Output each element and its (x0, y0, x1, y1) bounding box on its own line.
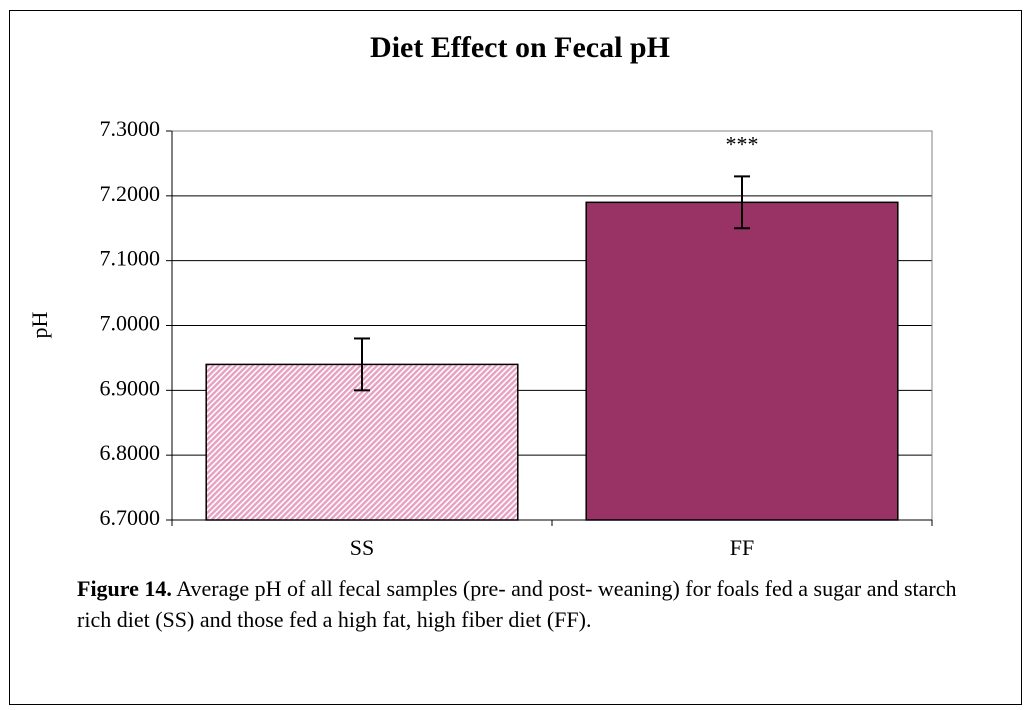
chart-title: Diet Effect on Fecal pH (370, 31, 670, 64)
y-tick-label: 7.3000 (100, 116, 161, 141)
x-tick-label: SS (350, 535, 374, 560)
x-tick-label: FF (730, 535, 754, 560)
y-tick-label: 6.7000 (100, 505, 161, 530)
bar (585, 201, 899, 521)
y-tick-label: 7.1000 (100, 246, 161, 271)
frame (9, 10, 1022, 705)
caption: Figure 14. Average pH of all fecal sampl… (77, 573, 977, 699)
y-axis-label: pH (27, 311, 52, 338)
caption-text: Average pH of all fecal samples (pre- an… (77, 576, 957, 632)
y-tick-label: 7.2000 (100, 181, 161, 206)
y-tick-label: 6.8000 (100, 440, 161, 465)
caption-label: Figure 14. (77, 576, 172, 601)
annotation: *** (726, 131, 759, 156)
y-tick-label: 6.9000 (100, 375, 161, 400)
y-tick-label: 7.0000 (100, 311, 161, 336)
